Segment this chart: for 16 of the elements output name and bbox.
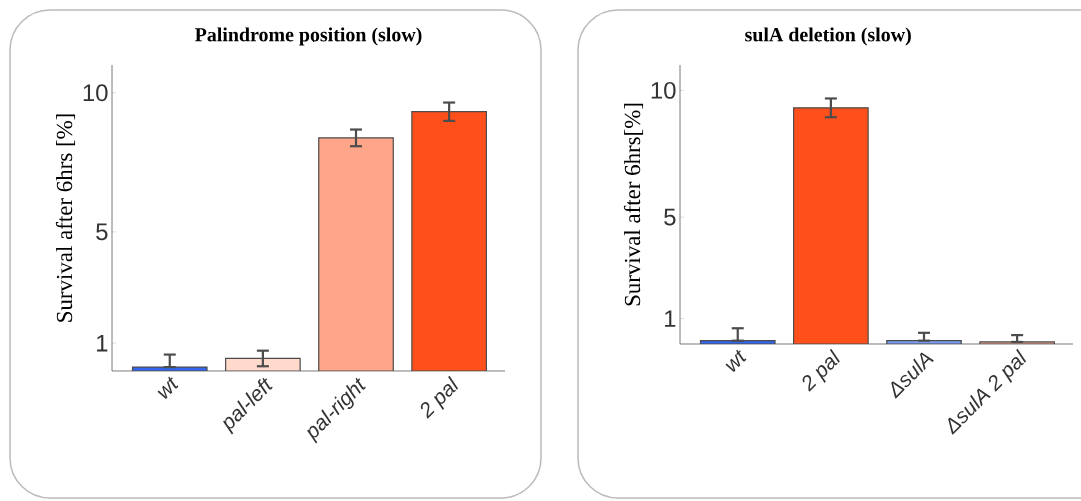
x-tick-label: 2 pal bbox=[420, 375, 459, 419]
x-tick-label: wt bbox=[725, 349, 747, 372]
y-tick-label: 5 bbox=[664, 208, 676, 226]
chart-title: sulA deletion (slow) bbox=[745, 27, 911, 46]
chart-title: Palindrome position (slow) bbox=[195, 27, 422, 46]
x-tick-label: wt bbox=[157, 376, 179, 399]
bar bbox=[886, 340, 962, 344]
y-tick-label: 1 bbox=[665, 310, 676, 327]
y-axis-title: Survival after 6hrs [%] bbox=[55, 114, 76, 322]
y-tick-label: 10 bbox=[651, 81, 676, 99]
y-axis-title: Survival after 6hrs[%] bbox=[623, 103, 644, 306]
y-tick-label: 10 bbox=[83, 84, 108, 102]
y-tick-label: 5 bbox=[96, 223, 108, 241]
x-tick-label: 2 pal bbox=[802, 348, 840, 392]
y-tick-label: 1 bbox=[97, 334, 108, 352]
bar bbox=[979, 341, 1055, 344]
